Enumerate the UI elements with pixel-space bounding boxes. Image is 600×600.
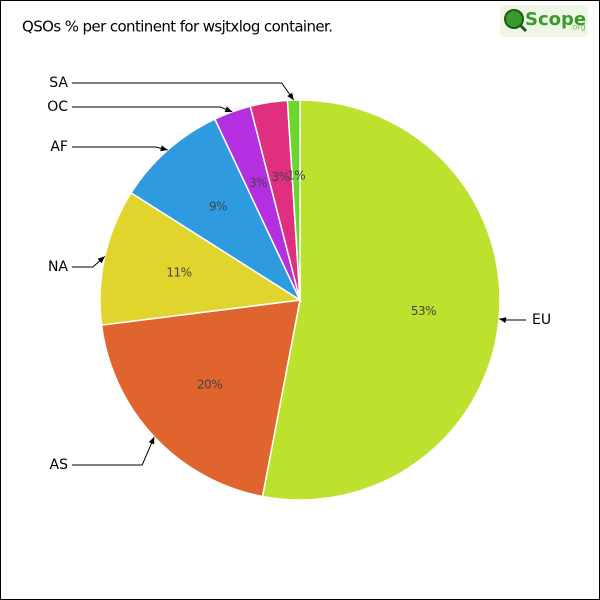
- leader-line: [72, 145, 168, 152]
- pie-slice: [286, 99, 301, 301]
- percent-label: 1%: [287, 169, 305, 183]
- logo-icon: [518, 23, 528, 33]
- chart-title: QSOs % per continent for wsjtxlog contai…: [22, 18, 332, 36]
- percent-label: 11%: [166, 265, 191, 279]
- leader-line: [72, 106, 233, 113]
- pie-slice: [261, 99, 501, 501]
- leader-line: [499, 317, 526, 324]
- leader-line: [72, 436, 155, 466]
- slice-label: AS: [50, 457, 69, 473]
- leader-line: [72, 255, 106, 268]
- percent-label: 3%: [272, 170, 290, 184]
- slice-label: EU: [532, 312, 551, 328]
- slice-label: AF: [50, 139, 68, 155]
- logo-suffix: .org: [570, 23, 586, 32]
- percent-label: 3%: [249, 176, 267, 190]
- logo-icon: [504, 9, 524, 29]
- logo: Scope .org: [500, 5, 588, 37]
- percent-label: 20%: [197, 377, 222, 391]
- percent-label: 9%: [209, 199, 227, 213]
- pie-slice: [100, 299, 301, 498]
- slice-label: OC: [47, 99, 68, 115]
- leader-line: [72, 82, 295, 101]
- slice-label: SA: [49, 75, 68, 91]
- slice-label: NA: [48, 259, 68, 275]
- logo-text: Scope: [525, 9, 586, 30]
- percent-label: 53%: [411, 304, 436, 318]
